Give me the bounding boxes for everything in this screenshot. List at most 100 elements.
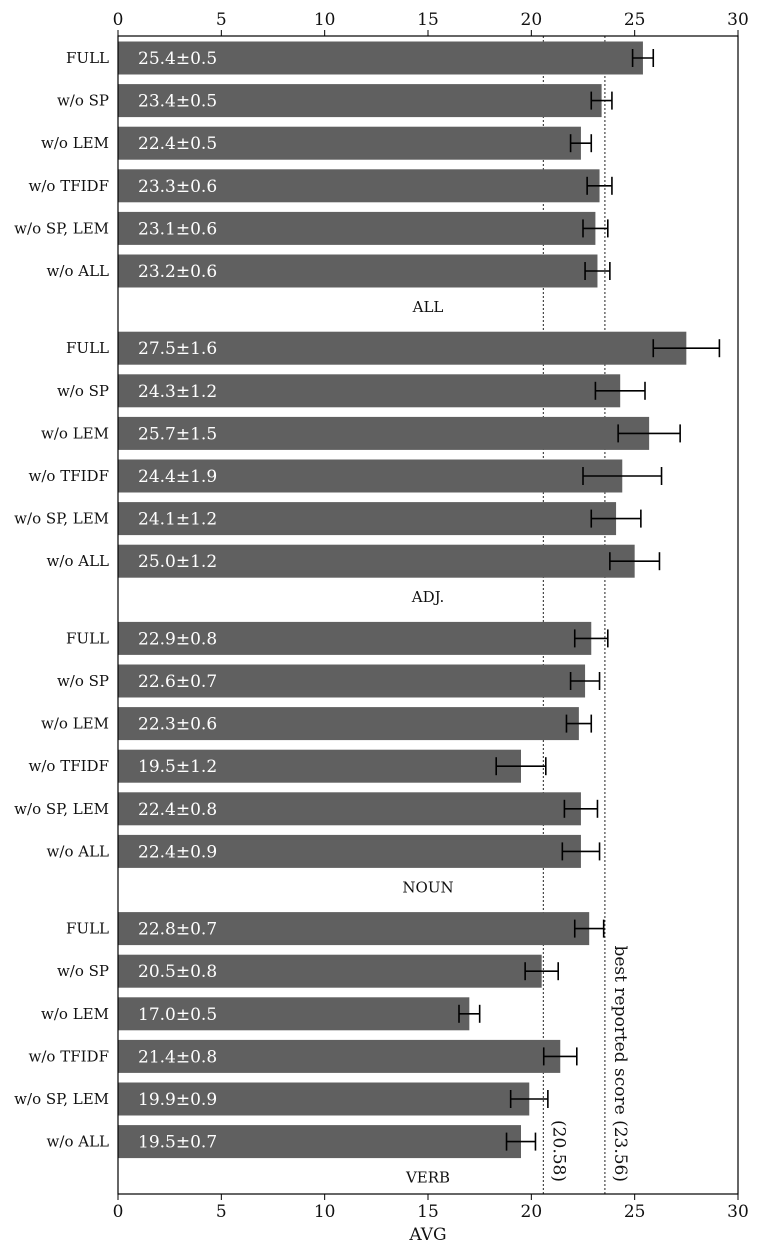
bar [118, 459, 623, 493]
bar-value-label: 24.4±1.9 [138, 467, 217, 487]
bar-value-label: 22.8±0.7 [138, 920, 217, 940]
group-label: VERB [405, 1169, 450, 1187]
bar-value-label: 22.4±0.9 [138, 842, 217, 862]
bar [118, 1082, 530, 1116]
bar-value-label: 23.2±0.6 [138, 262, 217, 282]
group-label: ALL [412, 298, 444, 316]
bar [118, 254, 598, 288]
bar-value-label: 17.0±0.5 [138, 1005, 217, 1025]
x-axis-bottom: 0 5 10 15 20 25 30 [113, 1194, 749, 1222]
bar-value-label: 22.4±0.5 [138, 134, 217, 154]
bar-value-label: 22.3±0.6 [138, 715, 217, 735]
bar [118, 169, 600, 203]
category-label: w/o TFIDF [29, 467, 109, 485]
bar [118, 126, 581, 160]
bar [118, 792, 581, 826]
reference-lines [542, 36, 606, 1194]
bar-value-label: 19.5±0.7 [138, 1133, 217, 1153]
category-label: w/o ALL [47, 1133, 109, 1151]
category-label: w/o SP, LEM [14, 510, 109, 528]
bar [118, 1039, 561, 1073]
category-label: w/o SP [57, 92, 109, 110]
bar-value-label: 23.1±0.6 [138, 219, 217, 239]
tick-label-top: 20 [521, 10, 543, 30]
category-label: w/o SP [57, 962, 109, 980]
category-label: FULL [66, 629, 109, 647]
reference-labels: (20.58) best reported score (23.56) [548, 945, 630, 1182]
bar-value-label: 25.0±1.2 [138, 552, 217, 572]
tick-label-bottom: 25 [624, 1202, 646, 1222]
bar [118, 1125, 521, 1159]
group-label: ADJ. [411, 588, 444, 606]
category-label: w/o ALL [47, 552, 109, 570]
bar-value-label: 22.4±0.8 [138, 800, 217, 820]
bar-value-label: 22.9±0.8 [138, 629, 217, 649]
category-label: FULL [66, 920, 109, 938]
bar [118, 997, 470, 1031]
bar-group: 22.9±0.8 FULL 22.6±0.7 w/o SP 22.3±0.6 w/o LE… [14, 621, 609, 896]
bar-value-label: 21.4±0.8 [138, 1047, 217, 1067]
tick-label-top: 10 [314, 10, 336, 30]
bar-group: 27.5±1.6 FULL 24.3±1.2 w/o SP 25.7±1.5 w/o LE… [14, 331, 721, 606]
category-label: w/o LEM [41, 134, 109, 152]
category-label: w/o LEM [41, 715, 109, 733]
bar [118, 41, 643, 75]
reference-line-label: (20.58) [548, 1120, 568, 1182]
tick-label-bottom: 10 [314, 1202, 336, 1222]
bar [118, 954, 542, 988]
category-label: w/o SP [57, 382, 109, 400]
category-label: FULL [66, 339, 109, 357]
category-label: w/o LEM [41, 1005, 109, 1023]
tick-label-bottom: 15 [417, 1202, 439, 1222]
tick-label-top: 5 [216, 10, 227, 30]
tick-label-top: 0 [113, 10, 124, 30]
tick-label-top: 15 [417, 10, 439, 30]
tick-label-bottom: 5 [216, 1202, 227, 1222]
bar [118, 621, 592, 655]
category-label: w/o ALL [47, 262, 109, 280]
bar [118, 374, 621, 408]
bar [118, 84, 602, 118]
category-label: w/o TFIDF [29, 757, 109, 775]
category-label: FULL [66, 49, 109, 67]
bar [118, 211, 596, 245]
category-label: w/o SP [57, 672, 109, 690]
bar [118, 664, 586, 698]
category-label: w/o LEM [41, 424, 109, 442]
bar-value-label: 20.5±0.8 [138, 962, 217, 982]
bar-value-label: 25.7±1.5 [138, 424, 217, 444]
category-label: w/o TFIDF [29, 1047, 109, 1065]
reference-line-label: best reported score (23.56) [610, 945, 630, 1182]
bar-value-label: 19.5±1.2 [138, 757, 217, 777]
tick-label-top: 30 [727, 10, 749, 30]
bar [118, 331, 687, 365]
bar [118, 502, 617, 536]
bar [118, 912, 590, 946]
bar [118, 707, 579, 741]
tick-label-bottom: 0 [113, 1202, 124, 1222]
group-label: NOUN [402, 878, 453, 896]
x-axis-top: 0 5 10 15 20 25 30 [113, 10, 749, 36]
bar-value-label: 24.3±1.2 [138, 382, 217, 402]
bar-group: 22.8±0.7 FULL 20.5±0.8 w/o SP 17.0±0.5 w/o LE… [14, 912, 605, 1187]
bar [118, 834, 581, 868]
bar-value-label: 23.3±0.6 [138, 177, 217, 197]
bar-value-label: 25.4±0.5 [138, 49, 217, 69]
category-label: w/o SP, LEM [14, 219, 109, 237]
bar-groups: 25.4±0.5 FULL 23.4±0.5 w/o SP 22.4±0.5 w/o LE… [14, 41, 721, 1187]
bar-value-label: 24.1±1.2 [138, 510, 217, 530]
tick-label-top: 25 [624, 10, 646, 30]
tick-label-bottom: 20 [521, 1202, 543, 1222]
bar [118, 749, 521, 783]
bar [118, 544, 635, 578]
category-label: w/o ALL [47, 842, 109, 860]
bar-value-label: 22.6±0.7 [138, 672, 217, 692]
bar-value-label: 19.9±0.9 [138, 1090, 217, 1110]
category-label: w/o SP, LEM [14, 1090, 109, 1108]
bar-value-label: 27.5±1.6 [138, 339, 217, 359]
x-axis-label: AVG [408, 1225, 446, 1245]
bar [118, 416, 650, 450]
bar-value-label: 23.4±0.5 [138, 92, 217, 112]
bar-group: 25.4±0.5 FULL 23.4±0.5 w/o SP 22.4±0.5 w/o LE… [14, 41, 655, 316]
